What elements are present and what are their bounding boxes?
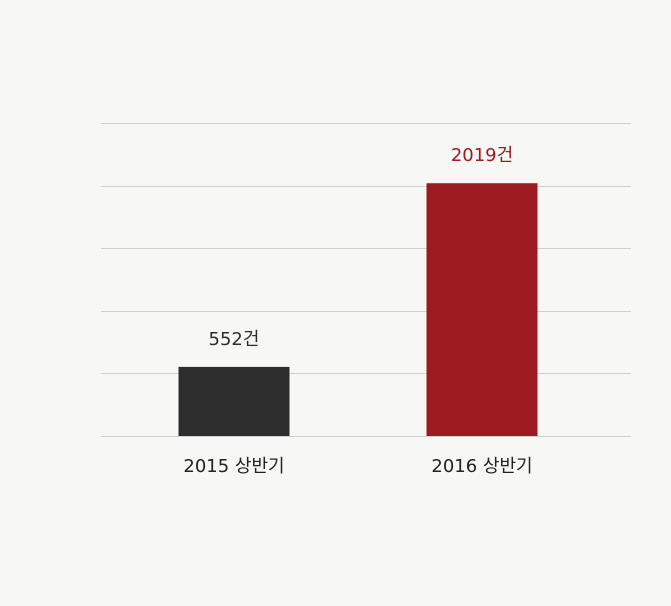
x-tick-label: 2015 상반기 xyxy=(183,456,284,477)
value-label: 552건 xyxy=(209,329,260,350)
value-label: 2019건 xyxy=(451,145,513,166)
x-tick-label: 2016 상반기 xyxy=(431,456,532,477)
bar xyxy=(426,183,538,436)
bar xyxy=(178,366,290,436)
